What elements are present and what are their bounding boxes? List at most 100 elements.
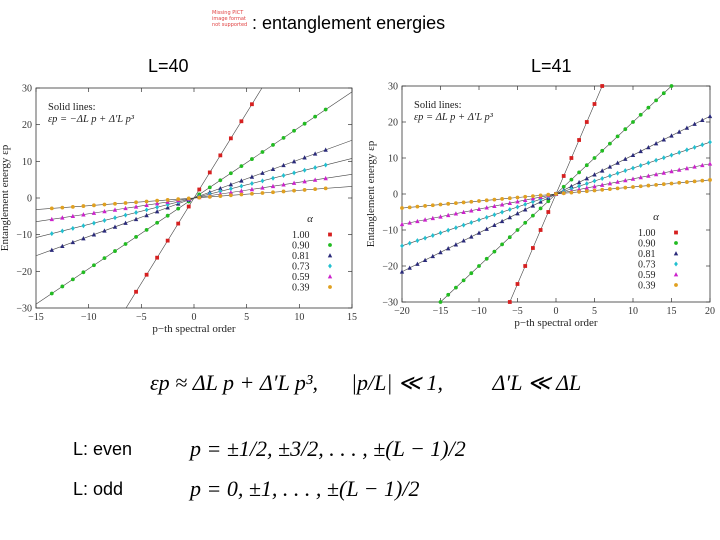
l40-data-point: [239, 183, 244, 189]
l40-data-point: [313, 165, 318, 171]
l40-data-point: [154, 209, 160, 214]
l41-data-point: [530, 196, 536, 201]
l41-data-point: [546, 192, 551, 197]
l41-data-point: [492, 197, 497, 202]
l41-data-point: [430, 253, 435, 259]
l41-data-point: [700, 162, 705, 168]
l40-legend-label: 0.90: [292, 241, 310, 252]
l41-data-point: [461, 200, 466, 205]
l40-data-point: [123, 212, 128, 218]
l41-data-point: [400, 206, 404, 210]
l41-data-point: [669, 168, 674, 174]
l40-data-point: [260, 170, 265, 175]
l41-legend-marker: [673, 251, 679, 256]
l41-data-point: [499, 202, 505, 207]
l41-data-point: [700, 178, 705, 183]
l40-data-point: [271, 175, 275, 181]
l41-data-point: [461, 278, 466, 283]
l41-legend-marker: [674, 261, 678, 267]
l41-x-tick-label: 15: [667, 306, 677, 317]
slide-title: : entanglement energies: [252, 13, 446, 33]
l41-data-point: [507, 214, 512, 220]
l41-data-point: [577, 170, 581, 175]
l41-data-point: [615, 179, 620, 184]
l40-data-point: [197, 195, 202, 200]
l40-data-point: [165, 198, 170, 202]
l41-data-point: [469, 220, 474, 226]
l40-data-point: [249, 186, 255, 192]
l40-data-point: [239, 164, 244, 169]
l40-data-point: [81, 204, 86, 208]
l40-data-point: [123, 242, 128, 246]
l41-data-point: [415, 238, 420, 244]
l40-data-point: [60, 243, 65, 249]
l41-data-point: [546, 210, 551, 214]
l41-y-tick-label: −10: [382, 226, 398, 237]
l41-data-point: [415, 261, 420, 266]
l40-data-point: [323, 175, 328, 181]
l41-x-tick-label: 5: [592, 306, 597, 317]
l41-data-point: [677, 180, 682, 185]
l41-data-point: [523, 201, 528, 207]
l40-data-point: [218, 194, 223, 198]
l41-data-point: [454, 201, 458, 206]
l40-y-tick-label: 20: [22, 120, 32, 131]
l41-data-point: [422, 217, 428, 222]
l41-legend-label: 0.90: [638, 239, 656, 250]
l41-data-point: [653, 171, 659, 177]
l41-data-point: [477, 264, 481, 268]
l41-data-point: [661, 155, 666, 161]
l40-data-point: [239, 192, 244, 197]
l40-legend-marker: [328, 263, 332, 269]
l40-data-point: [144, 202, 149, 207]
l41-y-tick-label: 0: [393, 190, 398, 201]
l41-data-point: [507, 207, 512, 213]
l41-data-point: [623, 177, 628, 183]
l40-x-tick-label: 10: [294, 312, 304, 323]
l40-data-point: [239, 188, 244, 193]
l41-data-point: [399, 269, 405, 274]
l41-data-point: [446, 201, 451, 206]
l41-data-point: [592, 172, 597, 177]
l40-legend-label: 0.73: [292, 262, 310, 273]
l40-y-tick-label: −10: [16, 230, 32, 241]
l41-x-tick-label: −10: [471, 306, 487, 317]
l41-y-tick-label: 20: [388, 118, 398, 129]
l40-data-point: [302, 179, 307, 184]
l40-data-point: [155, 220, 160, 225]
l40-data-point: [154, 201, 160, 206]
l40-data-point: [176, 197, 181, 202]
l41-data-point: [407, 220, 412, 225]
l40-x-tick-label: 0: [192, 312, 197, 323]
l41-data-point: [477, 199, 481, 203]
l40-legend-marker: [328, 243, 332, 247]
l41-data-point: [561, 184, 566, 189]
l40-data-point: [228, 182, 234, 187]
l41-data-point: [592, 188, 597, 193]
l41-data-point: [661, 170, 666, 175]
l40-data-point: [102, 202, 107, 207]
l40-data-point: [144, 199, 149, 204]
l41-data-point: [692, 179, 697, 184]
l40-data-point: [228, 136, 233, 141]
missing-picture-line: not supported: [212, 22, 248, 28]
l41-data-point: [515, 228, 520, 232]
l41-data-point: [484, 214, 489, 220]
l40-data-point: [91, 232, 97, 237]
l41-data-point: [453, 242, 459, 247]
l41-data-point: [492, 212, 497, 218]
l40-data-point: [291, 159, 297, 164]
l41-data-point: [469, 234, 474, 239]
l40-legend-marker: [328, 232, 332, 237]
l41-data-point: [507, 200, 512, 205]
l40-data-point: [165, 213, 170, 218]
l40-data-point: [207, 170, 212, 175]
l41-data-point: [430, 232, 435, 238]
l41-data-point: [515, 282, 520, 286]
l41-data-point: [538, 206, 543, 211]
missing-picture-line: image format: [212, 16, 246, 22]
l41-data-point: [584, 163, 589, 168]
l41-data-point: [592, 102, 597, 106]
l40-data-point: [292, 128, 296, 133]
l40-y-tick-label: 30: [22, 84, 32, 95]
